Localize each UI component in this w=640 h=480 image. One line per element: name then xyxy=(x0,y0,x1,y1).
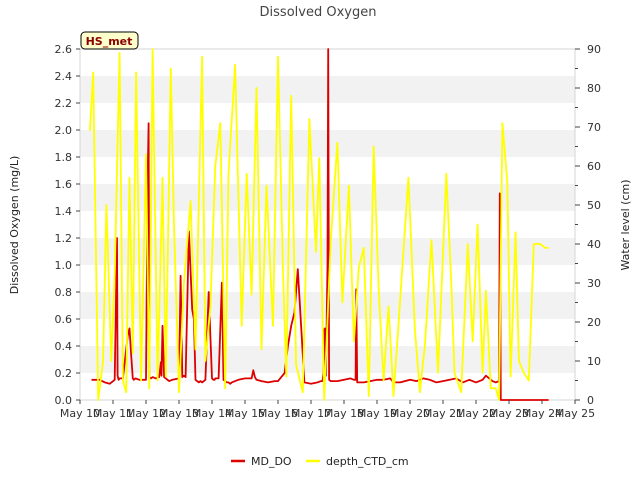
site-badge-box xyxy=(80,31,139,50)
series-layer xyxy=(89,48,549,401)
x-tick-label: May 13 xyxy=(159,407,199,420)
y-left-tick-label: 1.8 xyxy=(55,151,73,164)
y-right-tick-label: 20 xyxy=(587,316,601,329)
y-left-tick-label: 0.6 xyxy=(55,313,73,326)
y-left-tick-label: 2.4 xyxy=(55,70,73,83)
x-tick-label: May 19 xyxy=(357,407,397,420)
y-left-tick-label: 0.2 xyxy=(55,367,73,380)
y-left-tick-label: 1.2 xyxy=(55,232,73,245)
y-left-tick-label: 0.8 xyxy=(55,286,73,299)
y-right-tick-label: 60 xyxy=(587,160,601,173)
legend: MD_DO depth_CTD_cm xyxy=(231,455,409,468)
y-right-axis: 0 10 20 30 40 50 60 70 80 90 xyxy=(575,43,601,407)
x-tick-label: May 10 xyxy=(60,407,100,420)
y-left-tick-label: 0.0 xyxy=(55,394,73,407)
y-left-tick-label: 1.4 xyxy=(55,205,73,218)
y-left-tick-label: 1.6 xyxy=(55,178,73,191)
x-tick-label: May 17 xyxy=(291,407,331,420)
y-right-tick-label: 90 xyxy=(587,43,601,56)
chart-title: Dissolved Oxygen xyxy=(260,5,377,20)
y-left-axis: 0.0 0.2 0.4 0.6 0.8 1.0 1.2 1.4 1.6 1.8 2.0 2.2 2.4 2… xyxy=(55,43,80,407)
x-tick-label: May 24 xyxy=(522,407,562,420)
y-right-axis-label: Water level (cm) xyxy=(619,179,632,270)
y-left-tick-label: 0.4 xyxy=(55,340,73,353)
y-left-tick-label: 2.0 xyxy=(55,124,73,137)
x-tick-label: May 15 xyxy=(225,407,265,420)
x-tick-label: May 18 xyxy=(324,407,364,420)
y-right-tick-label: 70 xyxy=(587,121,601,134)
site-badge-text: HS_met xyxy=(86,35,133,48)
x-tick-label: May 25 xyxy=(555,407,595,420)
series-line-md-do xyxy=(91,48,549,401)
legend-label-depth-ctd: depth_CTD_cm xyxy=(326,455,409,468)
x-tick-label: May 22 xyxy=(456,407,496,420)
y-left-tick-label: 2.2 xyxy=(55,97,73,110)
x-tick-label: May 14 xyxy=(192,407,232,420)
x-tick-label: May 20 xyxy=(390,407,430,420)
y-right-tick-label: 0 xyxy=(587,394,594,407)
x-tick-label: May 11 xyxy=(93,407,133,420)
x-tick-label: May 16 xyxy=(258,407,298,420)
legend-label-md-do: MD_DO xyxy=(251,455,292,468)
series-line-depth-ctd-cm xyxy=(89,48,549,401)
y-right-tick-label: 40 xyxy=(587,238,601,251)
y-left-tick-label: 2.6 xyxy=(55,43,73,56)
site-badge: HS_met xyxy=(80,31,139,50)
y-right-tick-label: 10 xyxy=(587,355,601,368)
y-left-tick-label: 1.0 xyxy=(55,259,73,272)
y-right-tick-label: 50 xyxy=(587,199,601,212)
x-tick-label: May 23 xyxy=(489,407,529,420)
x-tick-label: May 21 xyxy=(423,407,463,420)
y-left-axis-label: Dissolved Oxygen (mg/L) xyxy=(8,156,21,295)
y-right-tick-label: 80 xyxy=(587,82,601,95)
y-right-tick-label: 30 xyxy=(587,277,601,290)
x-tick-label: May 12 xyxy=(126,407,166,420)
